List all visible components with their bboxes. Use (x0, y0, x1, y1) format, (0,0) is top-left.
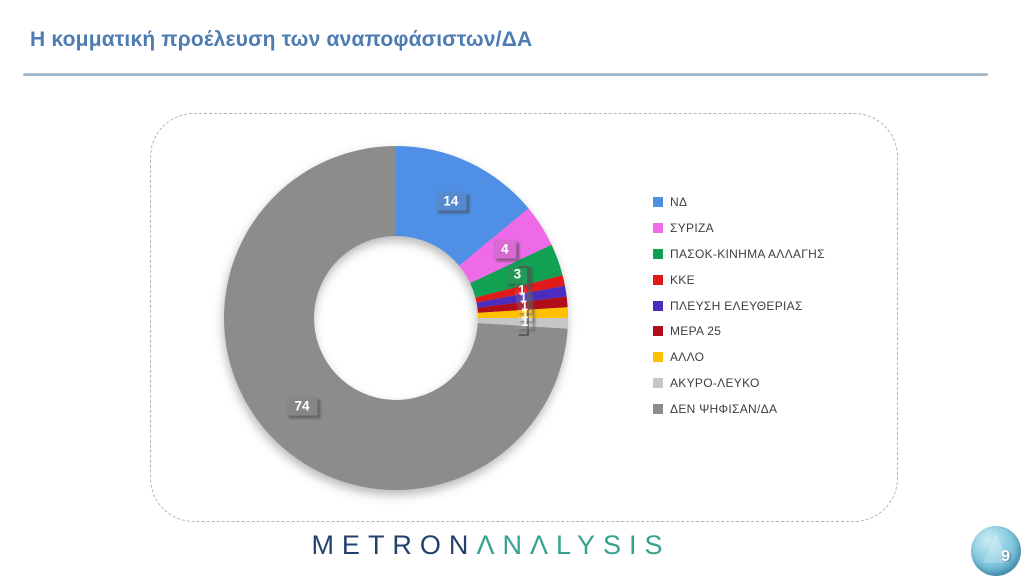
page-title: Η κομματική προέλευση των αναποφάσιστων/… (30, 28, 533, 51)
donut-slice-4 (476, 285, 567, 308)
title-divider-line (23, 73, 988, 76)
legend-swatch-icon (653, 222, 663, 233)
legend-label: ΔΕΝ ΨΗΦΙΣΑΝ/ΔΑ (670, 402, 778, 417)
legend-item-6: ΑΛΛΟ (653, 344, 825, 370)
legend-label: ΑΚΥΡΟ-ΛΕΥΚΟ (670, 376, 760, 391)
donut-slice-1 (459, 208, 552, 284)
donut-slice-2 (470, 244, 563, 298)
donut-slice-8 (223, 146, 568, 490)
chart-card: 14 4 3 1 1 1 1 1 74 ΝΔ ΣΥΡΙΖΑ ΠΑΣΟΚ-ΚΙΝΗΜΑ ΑΛΛΑΓΗΣ… (150, 113, 898, 522)
legend-label: ΜΕΡΑ 25 (670, 324, 722, 339)
chart-legend: ΝΔ ΣΥΡΙΖΑ ΠΑΣΟΚ-ΚΙΝΗΜΑ ΑΛΛΑΓΗΣ ΚΚΕ ΠΛΕΥΣΗ ΕΛ… (653, 189, 825, 422)
donut-slice-0 (396, 146, 529, 266)
page-number: 9 (1001, 548, 1010, 565)
legend-label: ΠΑΣΟΚ-ΚΙΝΗΜΑ ΑΛΛΑΓΗΣ (670, 246, 825, 261)
legend-item-8: ΔΕΝ ΨΗΦΙΣΑΝ/ΔΑ (653, 396, 825, 422)
legend-item-5: ΜΕΡΑ 25 (653, 318, 825, 344)
donut-slice-3 (475, 275, 565, 303)
label-leader-bracket (519, 266, 529, 336)
legend-swatch-icon (653, 352, 663, 363)
legend-item-0: ΝΔ (653, 189, 825, 215)
legend-item-2: ΠΑΣΟΚ-ΚΙΝΗΜΑ ΑΛΛΑΓΗΣ (653, 241, 825, 267)
badge-triangle-icon (983, 533, 1009, 563)
legend-label: ΚΚΕ (670, 272, 695, 287)
legend-label: ΠΛΕΥΣΗ ΕΛΕΥΘΕΡΙΑΣ (670, 298, 803, 313)
legend-swatch-icon (653, 404, 663, 415)
metron-analysis-logo: METRONΛΝΛLYSIS (0, 530, 982, 561)
donut-chart (223, 146, 568, 490)
legend-swatch-icon (653, 274, 663, 285)
legend-item-3: ΚΚΕ (653, 267, 825, 293)
legend-item-4: ΠΛΕΥΣΗ ΕΛΕΥΘΕΡΙΑΣ (653, 293, 825, 319)
legend-label: ΑΛΛΟ (670, 350, 705, 365)
legend-swatch-icon (653, 196, 663, 207)
donut-slice-7 (477, 318, 568, 329)
logo-text-metron: METRON (311, 530, 477, 560)
legend-label: ΝΔ (670, 194, 688, 209)
legend-swatch-icon (653, 326, 663, 337)
legend-item-1: ΣΥΡΙΖΑ (653, 215, 825, 241)
logo-text-analysis: ΛΝΛLYSIS (476, 530, 671, 560)
page-number-badge: 9 (971, 526, 1021, 576)
legend-item-7: ΑΚΥΡΟ-ΛΕΥΚΟ (653, 370, 825, 396)
legend-swatch-icon (653, 300, 663, 311)
legend-label: ΣΥΡΙΖΑ (670, 220, 714, 235)
donut-slice-6 (477, 307, 568, 318)
legend-swatch-icon (653, 248, 663, 259)
legend-swatch-icon (653, 378, 663, 389)
donut-slice-5 (477, 296, 568, 313)
